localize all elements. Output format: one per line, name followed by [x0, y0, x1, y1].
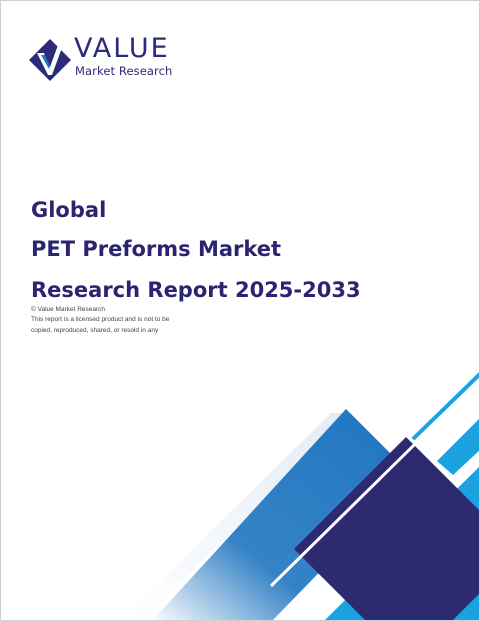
title-line-3: Research Report 2025-2033 [31, 278, 361, 302]
cyan-right-stripe [437, 419, 479, 475]
brand-name: VALUE [74, 33, 170, 64]
license-notice-line-1: This report is a licensed product and is… [31, 316, 170, 323]
title-line-2: PET Preforms Market [31, 237, 282, 261]
license-notice-line-2: copied, reproduced, shared, or resold in… [31, 327, 159, 334]
brand-logo: VALUE Market Research [27, 33, 177, 85]
white-thin-line [269, 378, 479, 588]
diamond-v-logo-icon [29, 39, 71, 81]
copyright-notice: © Value Market Research [31, 306, 106, 313]
brand-tagline: Market Research [75, 64, 173, 78]
title-line-1: Global [31, 198, 107, 222]
cyan-thin-line [411, 372, 479, 441]
blue-stripe [152, 409, 413, 620]
dark-blue-stripe [294, 437, 479, 620]
